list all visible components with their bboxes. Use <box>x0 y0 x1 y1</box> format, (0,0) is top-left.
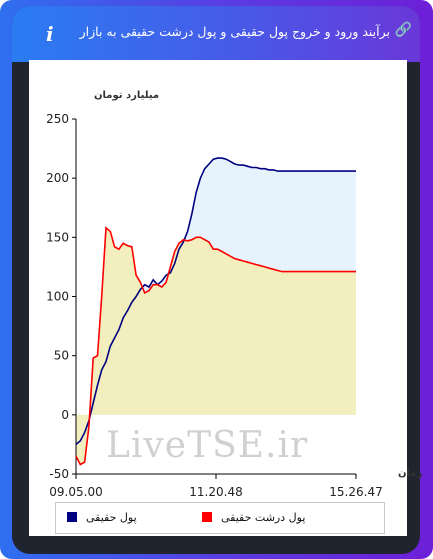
y-axis-label: میلیارد تومان <box>94 90 159 101</box>
x-tick-label-1: 11.20.48 <box>189 485 242 499</box>
watermark: LiveTSE.ir <box>106 425 309 466</box>
x-tick-label-0: 09.05.00 <box>49 485 102 499</box>
y-tick-label-100: 100 <box>46 290 69 304</box>
x-tick-label-2: 15.26.47 <box>329 485 382 499</box>
y-tick-label-0: 0 <box>61 408 69 422</box>
legend-swatch-big-real-money <box>202 512 212 522</box>
y-tick-label-50: 50 <box>54 349 69 363</box>
area-series-1 <box>76 227 356 465</box>
card-title: برآیند ورود و خروج پول حقیقی و پول درشت … <box>79 24 390 39</box>
legend-label-big-real-money: پول درشت حقیقی <box>221 511 306 524</box>
chart-legend: پول حقیقی پول درشت حقیقی <box>55 502 385 534</box>
line-series-0 <box>75 157 356 446</box>
y-tick-label-250: 250 <box>46 112 69 126</box>
line-series-1 <box>75 226 356 466</box>
legend-swatch-real-money <box>67 512 77 522</box>
card-header: 🔗 برآیند ورود و خروج پول حقیقی و پول درش… <box>12 6 420 62</box>
x-axis-label: زمان <box>398 468 422 479</box>
link-icon[interactable]: 🔗 <box>394 22 412 38</box>
y-tick-label-200: 200 <box>46 171 69 185</box>
y-tick-label--50: -50 <box>49 467 69 481</box>
legend-label-real-money: پول حقیقی <box>86 511 137 524</box>
info-icon[interactable]: i <box>46 22 54 46</box>
y-tick-label-150: 150 <box>46 230 69 244</box>
